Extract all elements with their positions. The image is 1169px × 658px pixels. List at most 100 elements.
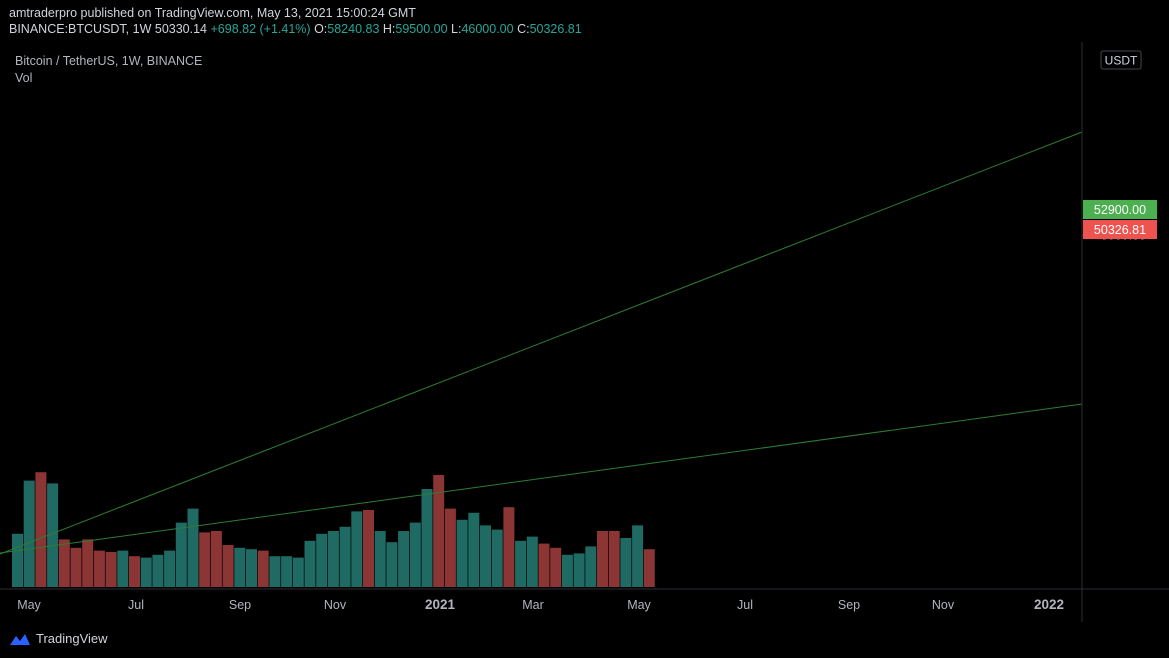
volume-bar xyxy=(269,556,281,587)
published-line: amtraderpro published on TradingView.com… xyxy=(9,6,416,20)
tradingview-brand-text: TradingView xyxy=(36,631,108,646)
time-tick-label: May xyxy=(17,598,41,612)
volume-bar xyxy=(93,550,105,587)
volume-bar xyxy=(152,554,164,587)
volume-bar xyxy=(632,525,644,587)
open-value: 58240.83 xyxy=(327,22,380,36)
price-badges: 52900.00 50326.81 USDT xyxy=(1083,50,1157,239)
time-tick-label: Nov xyxy=(324,598,347,612)
volume-bar xyxy=(35,472,47,587)
volume-bar xyxy=(620,538,632,587)
volume-bar xyxy=(503,507,515,587)
current-price-text: 50326.81 xyxy=(1094,223,1146,237)
volume-bar xyxy=(210,531,222,587)
volume-bar xyxy=(292,557,304,587)
volume-bar xyxy=(70,547,82,587)
volume-bar xyxy=(597,531,608,587)
volume-bar xyxy=(257,550,269,587)
volume-bar xyxy=(234,547,246,587)
close-label: C: xyxy=(517,22,530,36)
open-label: O: xyxy=(314,22,328,36)
currency-badge[interactable] xyxy=(1100,50,1142,70)
time-tick-label: Nov xyxy=(932,598,955,612)
volume-bar xyxy=(199,532,211,587)
low-label: L: xyxy=(451,22,462,36)
time-tick-label: Jul xyxy=(128,598,144,612)
volume-bar xyxy=(433,475,445,587)
footer: TradingView xyxy=(0,622,1169,658)
trendlines xyxy=(0,131,1083,555)
volume-bar xyxy=(538,543,550,587)
chart-header: amtraderpro published on TradingView.com… xyxy=(0,0,1169,42)
volume-bar xyxy=(281,556,293,587)
price-change: +698.82 (+1.41%) xyxy=(210,22,311,36)
lower-trendline xyxy=(0,403,1083,554)
price-chart[interactable]: 5000.0010000.0015000.0020000.0025000.003… xyxy=(0,42,1169,622)
high-label: H: xyxy=(382,22,396,36)
volume-bar xyxy=(12,533,23,587)
time-tick-label: 2021 xyxy=(425,597,456,612)
last-price: 50330.14 xyxy=(154,22,208,36)
volume-legend-title: Vol xyxy=(15,71,33,85)
volume-bar xyxy=(246,549,257,587)
tradingview-logo-icon xyxy=(10,633,30,645)
level-price-badge xyxy=(1083,200,1157,219)
time-tick-label: Mar xyxy=(522,598,544,612)
long-trendline xyxy=(0,131,1083,555)
volume-bar xyxy=(491,529,503,587)
volume-bar xyxy=(351,511,363,587)
ohlc-line: BINANCE:BTCUSDT, 1W 50330.14 +698.82 (+1… xyxy=(9,22,582,36)
volume-bar xyxy=(117,550,129,587)
volume-bar xyxy=(58,539,70,587)
volume-bar xyxy=(643,549,655,587)
volume-bar xyxy=(164,550,176,587)
volume-bar xyxy=(374,531,386,587)
tradingview-logo[interactable]: TradingView xyxy=(9,631,108,646)
volume-bar xyxy=(573,553,585,587)
volume-bar xyxy=(561,554,573,587)
volume-bar xyxy=(363,510,374,587)
time-axis[interactable]: May Jul Sep Nov 2021 Mar May Jul Sep Nov 2022 xyxy=(17,597,1064,612)
volume-bar xyxy=(515,540,527,587)
low-value: 46000.00 xyxy=(461,22,514,36)
time-tick-label: Jul xyxy=(737,598,753,612)
volume-bar xyxy=(386,542,398,587)
volume-bar xyxy=(421,489,433,587)
volume-bar xyxy=(327,531,339,587)
series-legend-title: Bitcoin / TetherUS, 1W, BINANCE xyxy=(15,54,203,68)
volume-bar xyxy=(129,556,140,587)
high-value: 59500.00 xyxy=(395,22,448,36)
close-value: 50326.81 xyxy=(529,22,582,36)
volume-bar xyxy=(585,546,597,587)
time-tick-label: Sep xyxy=(838,598,860,612)
volume-bar xyxy=(409,522,421,587)
volume-bar xyxy=(222,545,234,587)
volume-bar xyxy=(480,525,491,587)
volume-bar xyxy=(444,508,456,587)
level-price-text: 52900.00 xyxy=(1094,203,1146,217)
volume-bar xyxy=(550,547,562,587)
volume-bar xyxy=(82,539,94,587)
volume-bar xyxy=(47,483,59,587)
volume-bar xyxy=(456,519,468,587)
volume-bar xyxy=(105,552,117,587)
volume-bar xyxy=(175,522,187,587)
volume-bar xyxy=(468,512,480,587)
volume-bar xyxy=(304,540,316,587)
time-tick-label: Sep xyxy=(229,598,251,612)
volume-bars xyxy=(12,472,655,587)
current-price-badge xyxy=(1083,220,1157,239)
volume-bar xyxy=(140,557,152,587)
volume-bar xyxy=(23,480,35,587)
time-tick-label: 2022 xyxy=(1034,597,1064,612)
currency-badge-text: USDT xyxy=(1105,54,1138,68)
volume-bar xyxy=(339,526,351,587)
plot-background xyxy=(0,42,1082,622)
volume-bar xyxy=(526,536,538,587)
volume-bar xyxy=(316,533,328,587)
volume-bar xyxy=(608,531,620,587)
volume-bar xyxy=(398,531,410,587)
symbol-label: BINANCE:BTCUSDT, 1W xyxy=(9,22,152,36)
volume-bar xyxy=(187,508,199,587)
time-tick-label: May xyxy=(627,598,651,612)
